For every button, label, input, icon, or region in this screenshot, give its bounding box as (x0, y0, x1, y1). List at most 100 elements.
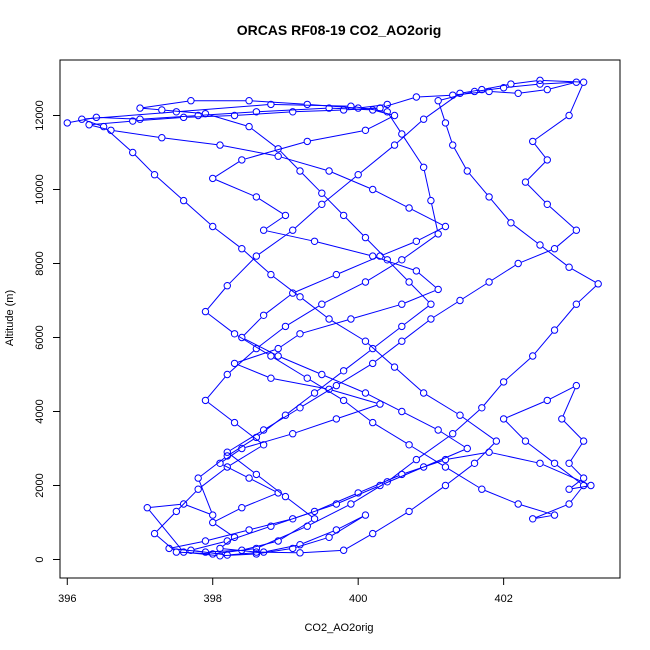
series-segment (447, 465, 473, 484)
data-point (419, 389, 428, 397)
data-point (274, 152, 282, 160)
series-segment (179, 104, 268, 113)
series-segment (244, 338, 276, 355)
data-point (507, 219, 515, 227)
data-point (209, 518, 217, 527)
x-axis: 396 398 400 402 (58, 577, 513, 605)
data-point (92, 113, 101, 122)
data-point (325, 385, 333, 393)
series-segment (550, 386, 574, 400)
data-point (281, 211, 290, 220)
data-point (332, 381, 341, 390)
series-segment (383, 97, 414, 108)
series-segment (302, 298, 327, 318)
data-point (499, 415, 508, 423)
series-segment (433, 301, 458, 318)
series-segment (266, 409, 298, 429)
series-segment (172, 541, 203, 549)
series-segment (411, 284, 429, 303)
data-point (136, 104, 144, 112)
series-segment (208, 114, 246, 127)
data-point (310, 515, 319, 523)
data-point (427, 196, 435, 205)
data-point (267, 352, 275, 360)
data-point (223, 463, 231, 471)
series-segment (375, 256, 414, 271)
data-point (434, 97, 442, 105)
data-point (485, 193, 493, 201)
data-point (281, 411, 290, 419)
data-point (514, 89, 522, 98)
series-segment (490, 199, 510, 221)
series-segment (506, 401, 545, 418)
series-segment (562, 388, 576, 416)
series-segment (527, 184, 546, 203)
series-segment (454, 147, 466, 169)
series-segment (274, 378, 326, 390)
data-point (281, 492, 290, 501)
data-point (470, 459, 479, 467)
series-segment (527, 442, 553, 462)
data-point (339, 106, 348, 114)
data-point (485, 87, 493, 96)
data-point (223, 282, 231, 290)
series-segment (244, 493, 276, 507)
series-segment (462, 283, 487, 300)
series-segment (287, 394, 313, 414)
series-segment (198, 481, 212, 513)
series-segment (570, 85, 583, 113)
data-point (238, 333, 246, 342)
data-point (543, 85, 551, 94)
series-segment (556, 232, 575, 247)
series-segment (317, 241, 370, 256)
series-segment (207, 288, 226, 310)
x-axis-label: CO2_AO2orig (304, 622, 373, 634)
series-segment (84, 119, 101, 126)
series-segment (411, 209, 443, 226)
data-point (369, 106, 377, 114)
data-point (412, 93, 421, 101)
data-point (209, 174, 217, 183)
series-segment (295, 419, 334, 434)
series-segment (492, 452, 537, 464)
data-point (383, 100, 391, 109)
data-point (579, 474, 588, 482)
data-point (485, 278, 493, 286)
series-segment (259, 198, 283, 214)
series-segment (383, 467, 421, 485)
series-segment (570, 487, 582, 502)
data-point (347, 500, 355, 508)
data-point (441, 481, 450, 490)
series-segment (455, 409, 480, 432)
data-point (238, 546, 246, 554)
series-segment (404, 305, 429, 325)
series-segment (105, 128, 131, 151)
series-segment (346, 534, 370, 549)
data-point (441, 463, 450, 471)
data-point (434, 426, 442, 434)
data-point (339, 546, 348, 554)
data-point (252, 433, 261, 442)
series-segment (186, 504, 210, 515)
series-segment (521, 89, 544, 94)
series-segment (251, 479, 276, 492)
data-point (456, 296, 464, 305)
x-tick-label: 396 (58, 593, 76, 605)
data-point (245, 474, 253, 482)
series-segment (505, 421, 524, 439)
data-point (441, 119, 450, 127)
data-point (339, 211, 348, 220)
series-segment (215, 179, 254, 196)
series-segment (431, 203, 438, 231)
y-tick-label: 8000 (34, 251, 46, 275)
series-segment (150, 503, 181, 508)
series-segment (258, 328, 283, 347)
data-point (223, 448, 231, 456)
series-segment (194, 541, 225, 550)
data-point (259, 441, 268, 449)
data-point (230, 359, 239, 368)
series-segment (223, 145, 275, 157)
series-segment (375, 342, 400, 362)
data-point (143, 504, 151, 512)
data-point (259, 226, 268, 234)
